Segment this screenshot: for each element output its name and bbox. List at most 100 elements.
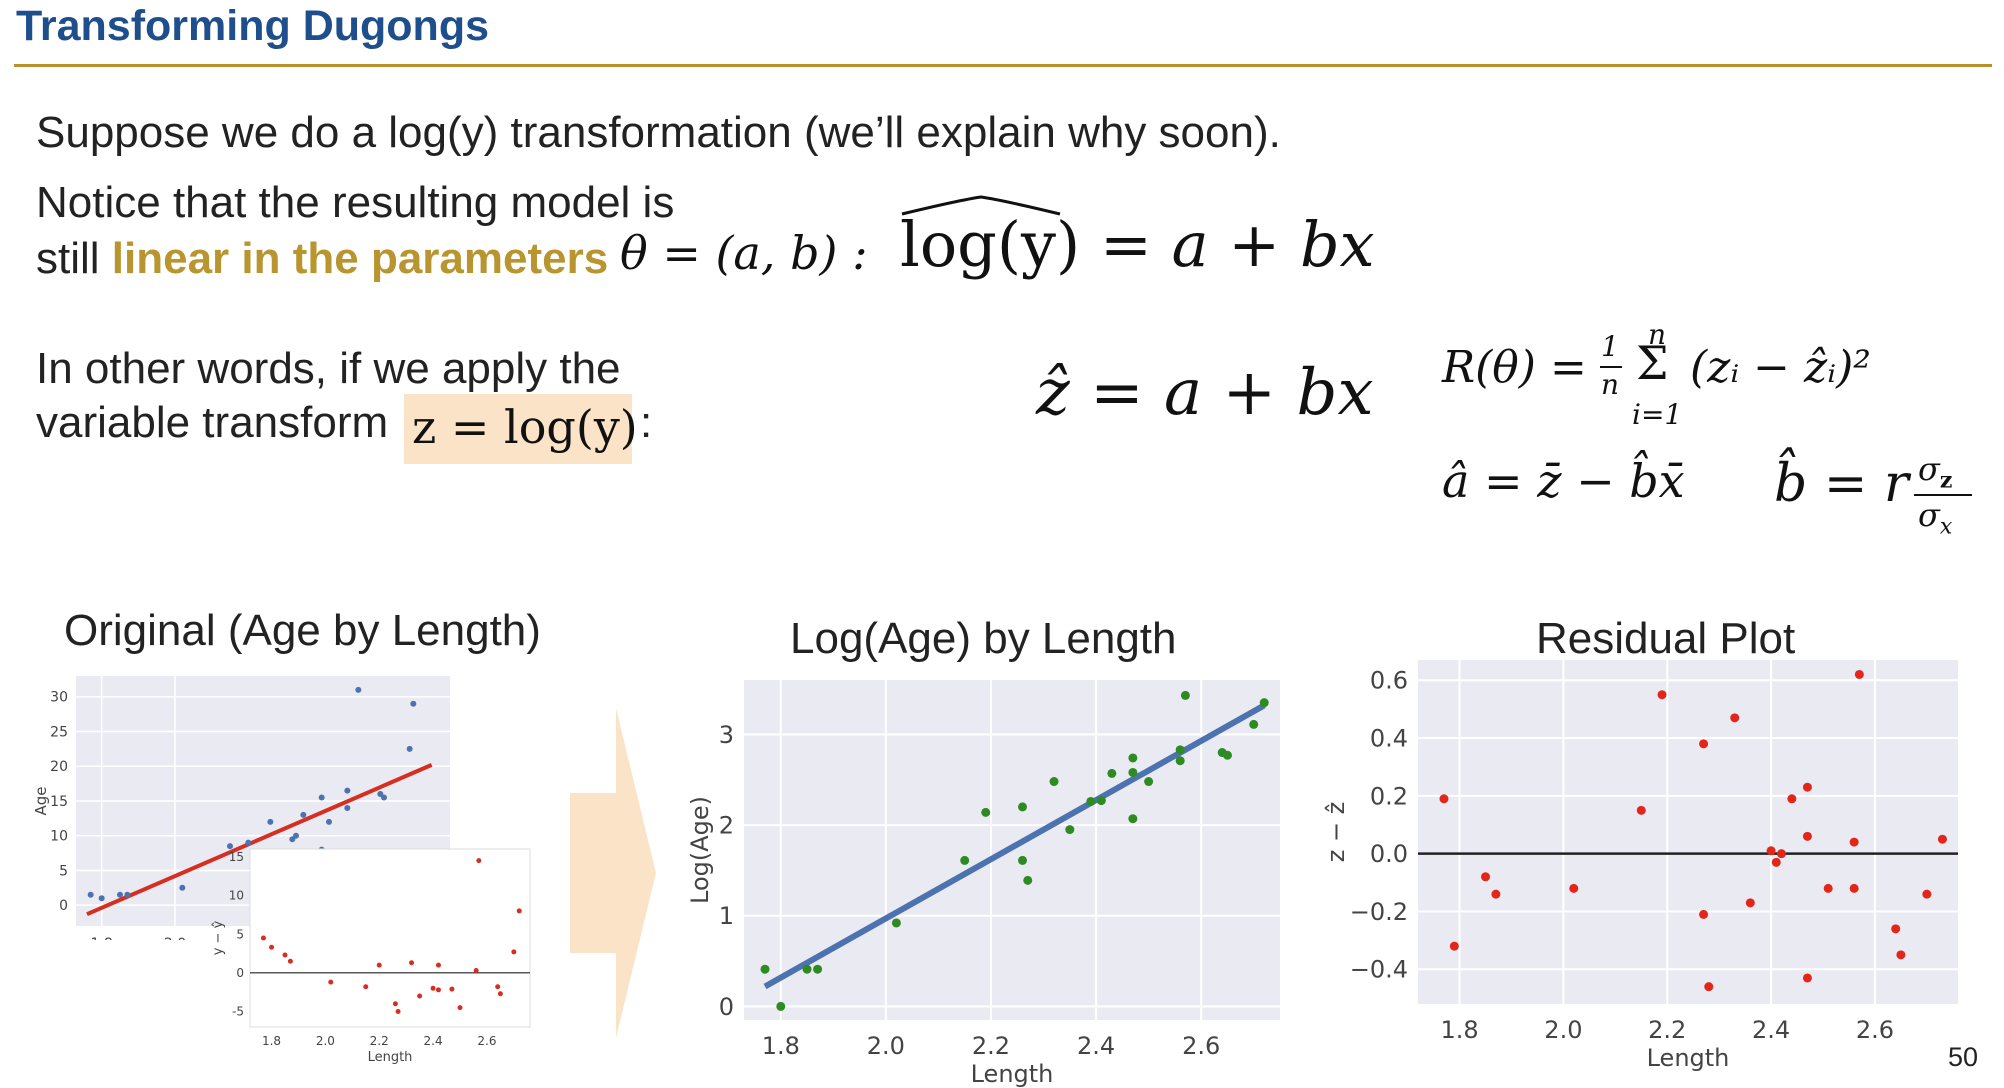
y-tick-label: 1 [719, 902, 734, 930]
data-point [1449, 941, 1459, 951]
y-axis-label: y − ŷ [211, 920, 226, 955]
risk-fraction-bar [1600, 366, 1622, 368]
data-point [245, 839, 252, 846]
data-point [457, 1005, 463, 1011]
data-point [409, 960, 415, 966]
data-point [1849, 883, 1859, 893]
data-point [1175, 745, 1185, 755]
sum-symbol: Σ [1636, 336, 1669, 390]
transform-arrow [570, 708, 656, 1038]
x-tick-label: 2.4 [1752, 1016, 1790, 1044]
data-point [1922, 889, 1932, 899]
data-point [1569, 883, 1579, 893]
data-point [87, 891, 94, 898]
data-point [1802, 973, 1812, 983]
data-point [1745, 898, 1755, 908]
ahat-equation: â = z̄ − b̂x̄ [1442, 454, 1685, 508]
x-axis-label: Length [368, 1050, 413, 1065]
residual-chart: 1.8 2.0 2.2 2.4 2.6 −0.4 −0.2 0.0 0.2 0.4 0.6 Lengt… [1322, 660, 1958, 1072]
chart-original-title: Original (Age by Length) [64, 606, 541, 655]
model-rhs: = a + bx [1099, 208, 1375, 281]
y-tick-label: 0.0 [1370, 840, 1408, 868]
data-point [1107, 768, 1117, 778]
data-point [282, 952, 288, 958]
data-point [1854, 669, 1864, 679]
model-equation: log(y) = a + bx [900, 195, 1375, 281]
y-tick-label: 15 [50, 794, 68, 810]
x-tick-label: 2.0 [164, 936, 186, 940]
sigma-x-symbol: σ [1918, 496, 1940, 534]
data-point [287, 958, 293, 964]
data-point [1065, 825, 1075, 835]
data-point [1802, 831, 1812, 841]
risk-sum-term: (zᵢ − ẑᵢ)² [1690, 342, 1871, 393]
data-point [891, 918, 901, 928]
data-point [1771, 857, 1781, 867]
data-point [435, 962, 441, 968]
x-tick-label: 2.0 [316, 1034, 335, 1048]
data-point [1823, 883, 1833, 893]
plot-area [249, 848, 531, 1028]
transform-highlight [404, 394, 632, 464]
y-tick-label: 2 [719, 811, 734, 839]
y-tick-label: 3 [719, 721, 734, 749]
data-point [1128, 814, 1138, 824]
data-point [1657, 690, 1667, 700]
bhat-fraction-bar [1914, 494, 1972, 496]
title-divider [14, 64, 1992, 67]
data-point [1259, 698, 1269, 708]
x-tick-label: 2.0 [1544, 1016, 1582, 1044]
y-axis-label: Log(Age) [690, 796, 714, 904]
plot-area [1418, 660, 1958, 1004]
y-tick-label: 5 [59, 863, 68, 879]
data-point [318, 794, 325, 801]
data-point [476, 858, 482, 864]
data-point [1849, 837, 1859, 847]
data-point [1730, 713, 1740, 723]
data-point [227, 843, 233, 850]
x-tick-label: 2.4 [424, 1034, 443, 1048]
data-point [260, 935, 266, 941]
x-tick-label: 1.8 [91, 936, 113, 940]
data-point [1222, 750, 1232, 760]
y-tick-label: 0 [59, 898, 68, 914]
y-axis-label: Age [32, 786, 50, 815]
slide-title: Transforming Dugongs [16, 2, 489, 50]
theta-expression: θ = (a, b) : [620, 226, 868, 280]
sigma-z-symbol: σ [1918, 450, 1940, 488]
data-point [395, 1009, 401, 1015]
data-point [1086, 796, 1096, 806]
data-point [1699, 909, 1709, 919]
data-point [516, 908, 522, 914]
data-point [813, 964, 823, 974]
y-tick-label: 10 [50, 829, 68, 845]
data-point [776, 1001, 786, 1011]
linear-params-emphasis: linear in the parameters [111, 234, 609, 283]
data-point [802, 964, 812, 974]
data-point [1802, 782, 1812, 792]
x-tick-label: 2.0 [867, 1032, 905, 1060]
data-point [1891, 924, 1901, 934]
data-point [1180, 690, 1190, 700]
x-tick-label: 2.6 [1856, 1016, 1894, 1044]
data-point [417, 993, 423, 999]
data-point [430, 985, 436, 991]
data-point [1144, 777, 1154, 787]
intro-line: Suppose we do a log(y) transformation (w… [36, 108, 1281, 157]
data-point [1896, 950, 1906, 960]
data-point [1636, 805, 1646, 815]
bhat-fraction-numerator: σz [1918, 450, 1952, 493]
data-point [98, 895, 105, 902]
data-point [1699, 739, 1709, 749]
data-point [1175, 756, 1185, 766]
data-point [124, 891, 131, 898]
log-y-term: log(y) [900, 208, 1081, 281]
notice-line: Notice that the resulting model is [36, 178, 675, 227]
data-point [435, 987, 441, 993]
data-point [981, 807, 991, 817]
y-tick-label: -5 [232, 1005, 244, 1019]
transform-colon: : [640, 398, 653, 447]
transform-expression: z = log(y) [412, 400, 638, 454]
regression-line [86, 763, 433, 917]
data-point [497, 991, 503, 997]
